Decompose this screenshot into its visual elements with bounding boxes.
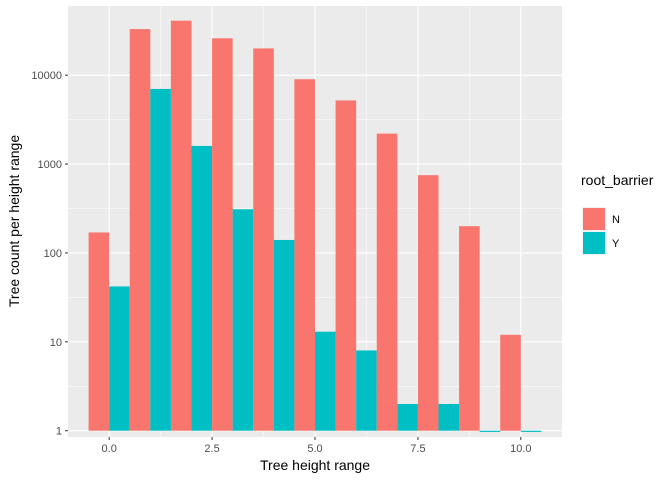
x-axis-title: Tree height range — [260, 457, 370, 473]
bar-y-6 — [356, 350, 377, 431]
legend-title: root_barrier — [581, 172, 654, 188]
x-tick-label: 5.0 — [307, 443, 322, 455]
bar-n-5 — [294, 79, 315, 431]
bar-n-0 — [88, 232, 110, 431]
x-tick-label: 2.5 — [204, 443, 219, 455]
legend-swatch-n — [583, 208, 605, 230]
bar-n-7 — [376, 133, 398, 431]
y-tick-label: 1 — [56, 426, 62, 438]
bar-y-2 — [191, 145, 213, 431]
bar-n-9 — [459, 226, 480, 431]
y-axis-ticks: 1 10 100 1000 10000 — [31, 70, 68, 438]
bar-y-5 — [315, 331, 336, 431]
x-tick-label: 0.0 — [102, 443, 117, 455]
bar-n-1 — [129, 29, 151, 431]
bar-n-4 — [253, 48, 274, 431]
y-tick-label: 10000 — [31, 70, 62, 82]
bar-n-3 — [212, 38, 233, 431]
x-axis-ticks: 0.0 2.5 5.0 7.5 10.0 — [102, 437, 532, 455]
bar-y-8 — [438, 403, 460, 431]
bar-y-3 — [232, 209, 254, 431]
legend-swatch-y — [583, 232, 605, 254]
x-tick-label: 7.5 — [410, 443, 425, 455]
legend-label-n: N — [612, 214, 620, 226]
bar-n-2 — [170, 20, 192, 431]
bar-y-7 — [397, 403, 418, 431]
y-tick-label: 1000 — [38, 159, 62, 171]
bar-n-10 — [500, 334, 521, 431]
x-tick-label: 10.0 — [510, 443, 531, 455]
bar-n-8 — [417, 175, 439, 431]
y-axis-title: Tree count per height range — [6, 135, 22, 307]
legend-label-y: Y — [612, 238, 620, 250]
bars — [88, 20, 542, 432]
bar-y-10 — [520, 430, 542, 432]
bar-y-1 — [150, 88, 171, 431]
bar-y-9 — [479, 430, 501, 432]
bar-n-6 — [335, 100, 357, 431]
bar-y-4 — [273, 239, 295, 431]
bar-y-0 — [109, 286, 130, 431]
y-tick-label: 10 — [50, 337, 62, 349]
legend: root_barrier N Y — [581, 172, 654, 255]
y-tick-label: 100 — [44, 248, 62, 260]
